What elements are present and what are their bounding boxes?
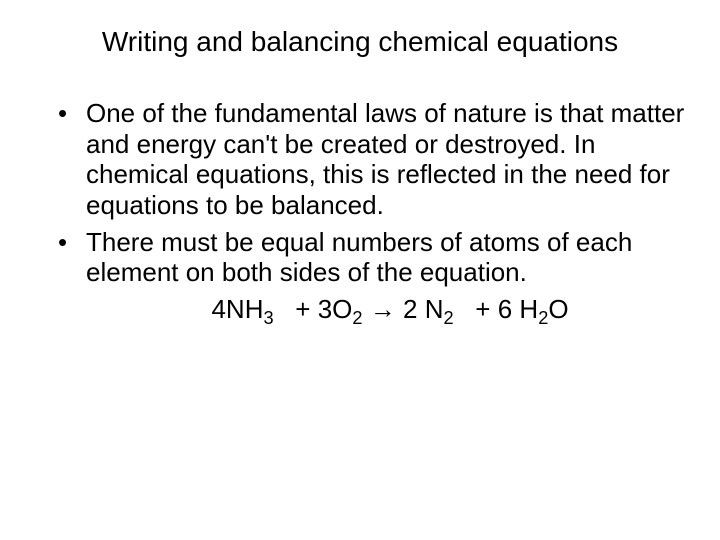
equation-coef: 4 bbox=[211, 294, 225, 325]
slide: Writing and balancing chemical equations… bbox=[0, 0, 720, 540]
bullet-item: There must be equal numbers of atoms of … bbox=[58, 227, 690, 288]
equation-coef: 6 bbox=[498, 294, 512, 325]
equation-operator: + bbox=[295, 294, 310, 324]
chemical-equation: 4NH3 + 3O2 → 2 N2 + 6 H2O bbox=[30, 294, 690, 329]
equation-coef: 2 bbox=[403, 294, 417, 325]
equation-formula: H2O bbox=[519, 294, 568, 329]
equation-operator: → bbox=[370, 294, 396, 324]
equation-operator: + bbox=[475, 294, 490, 324]
equation-coef: 3 bbox=[318, 294, 332, 325]
bullet-item: One of the fundamental laws of nature is… bbox=[58, 98, 690, 221]
bullet-list: One of the fundamental laws of nature is… bbox=[30, 98, 690, 288]
equation-formula: NH3 bbox=[226, 294, 274, 329]
equation-formula: N2 bbox=[425, 294, 454, 329]
slide-title: Writing and balancing chemical equations bbox=[30, 26, 690, 58]
equation-formula: O2 bbox=[332, 294, 362, 329]
